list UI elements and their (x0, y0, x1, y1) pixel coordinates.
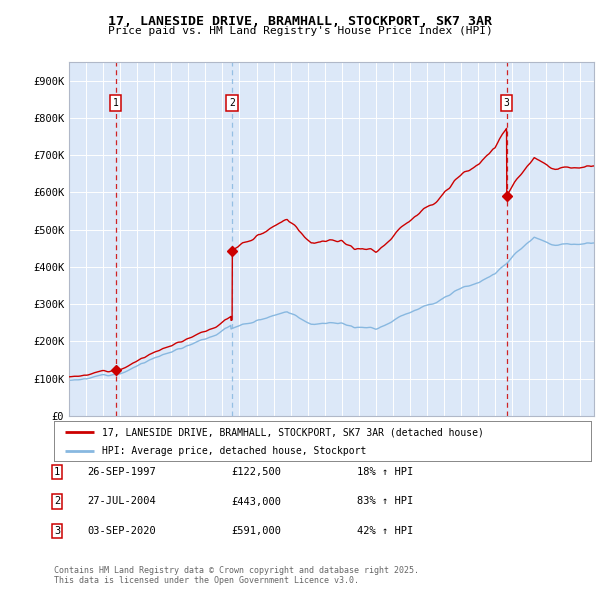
Text: 2: 2 (229, 98, 235, 108)
Text: HPI: Average price, detached house, Stockport: HPI: Average price, detached house, Stoc… (103, 447, 367, 456)
Text: 17, LANESIDE DRIVE, BRAMHALL, STOCKPORT, SK7 3AR: 17, LANESIDE DRIVE, BRAMHALL, STOCKPORT,… (108, 15, 492, 28)
Text: 3: 3 (54, 526, 60, 536)
Text: 83% ↑ HPI: 83% ↑ HPI (357, 497, 413, 506)
Text: £443,000: £443,000 (231, 497, 281, 506)
Text: 2: 2 (54, 497, 60, 506)
Text: Price paid vs. HM Land Registry's House Price Index (HPI): Price paid vs. HM Land Registry's House … (107, 26, 493, 36)
Text: 3: 3 (503, 98, 509, 108)
Text: Contains HM Land Registry data © Crown copyright and database right 2025.
This d: Contains HM Land Registry data © Crown c… (54, 566, 419, 585)
Text: 18% ↑ HPI: 18% ↑ HPI (357, 467, 413, 477)
Text: £122,500: £122,500 (231, 467, 281, 477)
Text: 27-JUL-2004: 27-JUL-2004 (87, 497, 156, 506)
Text: 26-SEP-1997: 26-SEP-1997 (87, 467, 156, 477)
Text: 42% ↑ HPI: 42% ↑ HPI (357, 526, 413, 536)
Text: 17, LANESIDE DRIVE, BRAMHALL, STOCKPORT, SK7 3AR (detached house): 17, LANESIDE DRIVE, BRAMHALL, STOCKPORT,… (103, 427, 484, 437)
Text: 1: 1 (54, 467, 60, 477)
Text: £591,000: £591,000 (231, 526, 281, 536)
Text: 03-SEP-2020: 03-SEP-2020 (87, 526, 156, 536)
Text: 1: 1 (113, 98, 118, 108)
